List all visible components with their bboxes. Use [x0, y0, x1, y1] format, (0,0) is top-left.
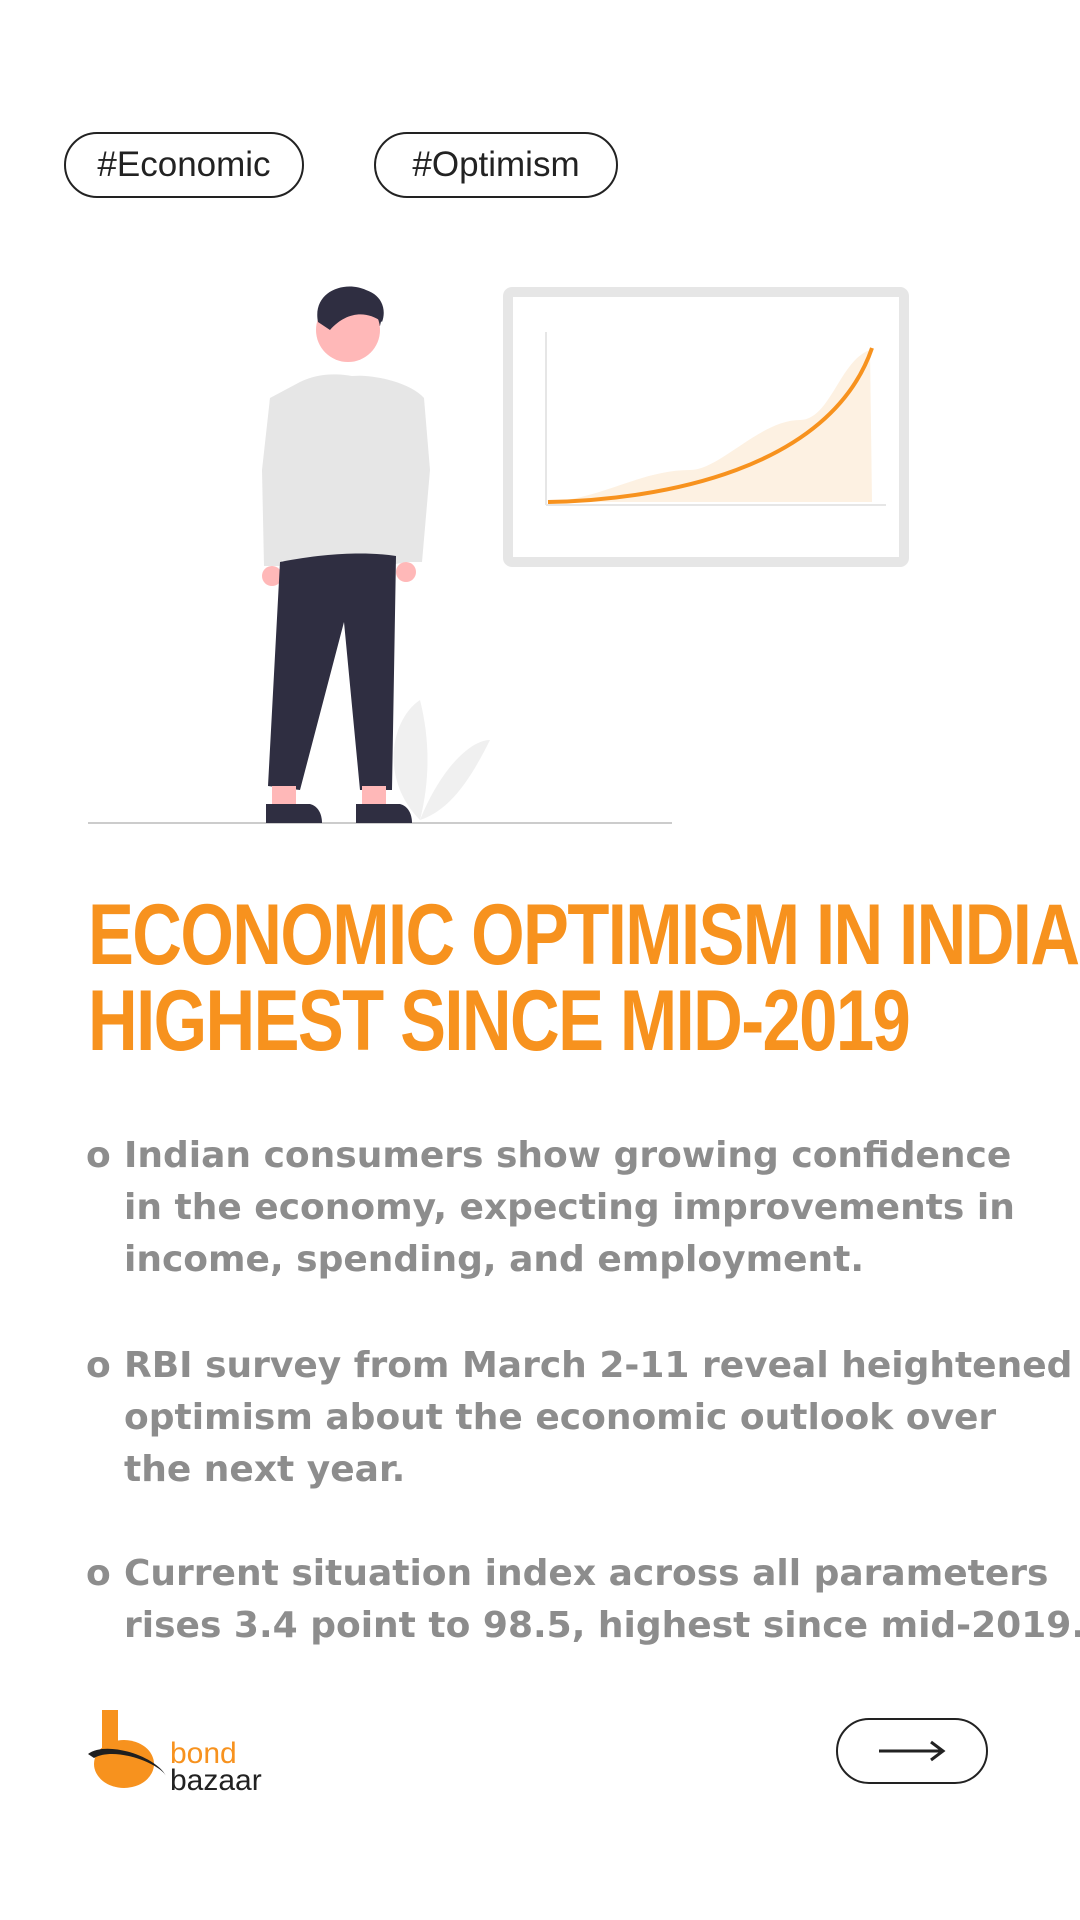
logo-word-bond: bond — [170, 1737, 237, 1770]
tag-economic[interactable]: #Economic — [64, 132, 304, 198]
bullet-text-line: in the economy, expecting improvements i… — [124, 1187, 1015, 1228]
bullet-text-line: optimism about the economic outlook over — [124, 1397, 997, 1438]
person-left-hand — [262, 566, 282, 586]
person-right-hand — [396, 562, 416, 582]
headline-line-2: HIGHEST SINCE MID-2019 — [88, 973, 911, 1069]
person-left-shoe — [266, 804, 322, 823]
plant-leaf — [420, 740, 490, 820]
logo-mark-body — [94, 1740, 154, 1788]
bullet-text-line: RBI survey from March 2-11 reveal height… — [124, 1345, 1073, 1386]
illustration-person-looking-at-growth-chart — [88, 286, 909, 824]
headline-line-1: ECONOMIC OPTIMISM IN INDIA — [88, 887, 1080, 983]
bullet-item-2: o RBI survey from March 2-11 reveal heig… — [86, 1340, 1073, 1496]
arrow-right-icon — [879, 1740, 946, 1762]
bullet-mark: o — [86, 1553, 111, 1594]
person-left-ankle — [272, 786, 296, 806]
bullet-text-line: Indian consumers show growing confidence — [124, 1135, 1012, 1176]
person-right-arm — [404, 398, 430, 562]
bullet-mark: o — [86, 1345, 111, 1386]
plant-leaf — [393, 700, 428, 820]
logo-mark-swoosh — [88, 1748, 166, 1776]
chart-growth-line — [547, 347, 874, 504]
bullet-item-1: o Indian consumers show growing confiden… — [86, 1130, 1046, 1286]
bullet-item-3: o Current situation index across all par… — [86, 1548, 1080, 1652]
bullet-text-line: Current situation index across all param… — [124, 1553, 1049, 1594]
bondbazaar-logo-icon — [88, 1710, 166, 1788]
tag-optimism[interactable]: #Optimism — [374, 132, 618, 198]
person-right-shoe — [356, 804, 412, 823]
logo-word-bazaar: bazaar — [170, 1764, 262, 1797]
bullet-mark: o — [86, 1135, 111, 1176]
person-right-ankle — [362, 786, 386, 806]
bullet-text-line: the next year. — [124, 1449, 406, 1490]
person-legs — [268, 553, 396, 790]
headline: ECONOMIC OPTIMISM IN INDIA HIGHEST SINCE… — [88, 887, 1080, 1069]
chart-area — [546, 350, 872, 502]
next-button[interactable] — [836, 1718, 988, 1784]
person-left-arm — [262, 398, 284, 566]
person-hair-top — [317, 286, 384, 330]
person-torso — [266, 374, 424, 568]
bullet-text-line: income, spending, and employment. — [124, 1239, 865, 1280]
bullet-text-line: rises 3.4 point to 98.5, highest since m… — [124, 1605, 1080, 1646]
